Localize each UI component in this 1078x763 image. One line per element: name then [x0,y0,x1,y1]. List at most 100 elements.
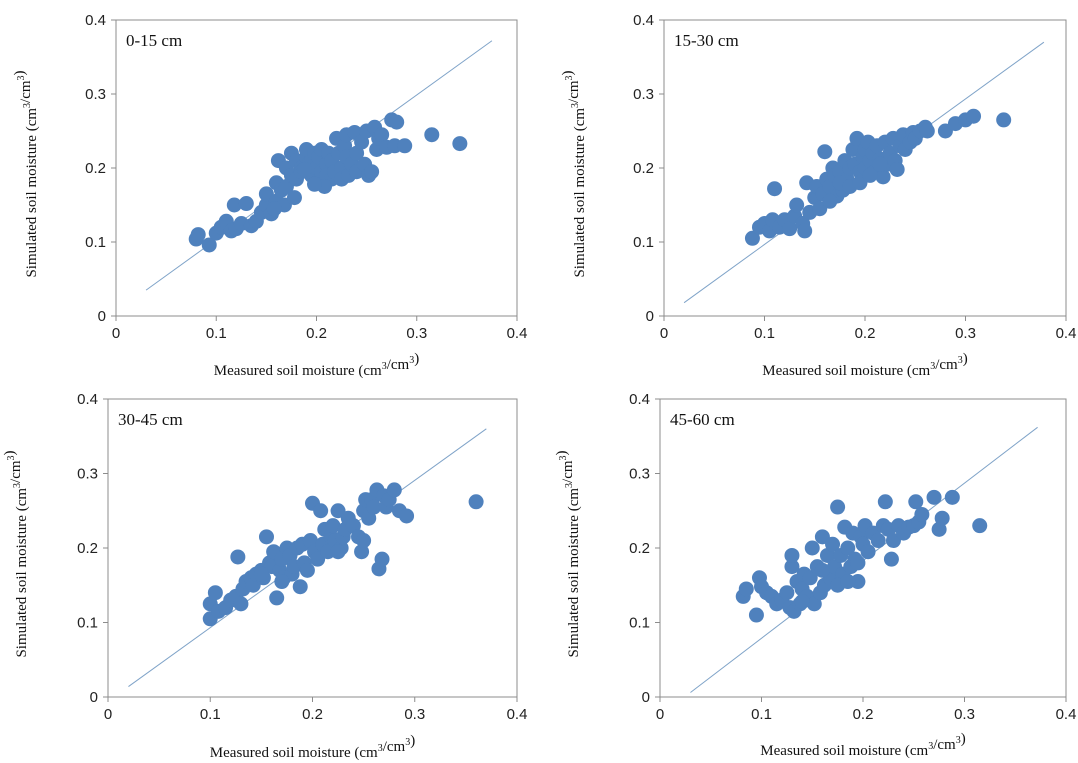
data-point [779,585,795,601]
panel-depth-label: 0-15 cm [126,31,182,50]
x-tick-label: 0.4 [507,325,528,342]
data-point [364,164,380,180]
scatter-panel-3: 0 0.1 0.2 0.3 0.4 0 0.1 0.2 0.3 0.4 30-45 cm Measur… [2,391,527,761]
y-tick-label: 0.1 [633,234,654,251]
y-tick-label: 0 [642,689,650,706]
data-point [806,596,822,612]
x-tick-label: 0.3 [406,325,427,342]
y-axis-title: Simulated soil moisture (cm3/cm3) [12,70,40,277]
panel-depth-label: 15-30 cm [674,31,739,50]
x-tick-label: 0.3 [954,706,975,723]
plot-area [107,398,518,698]
y-tick-label: 0 [646,308,654,325]
data-point [822,193,838,209]
data-point [830,499,846,515]
data-point [944,489,960,505]
data-point [361,510,377,526]
data-point [389,114,405,130]
x-tick-label: 0.4 [1056,325,1077,342]
data-point [226,197,242,213]
data-point [366,499,382,515]
data-point [819,547,835,563]
scatter-panel-4: 0 0.1 0.2 0.3 0.4 0 0.1 0.2 0.3 0.4 45-60 cm Measur… [554,391,1076,759]
data-point [862,167,878,183]
x-tick-label: 0.3 [404,706,425,723]
data-point [468,494,484,510]
data-point [875,169,891,185]
y-tick-label: 0.3 [77,466,98,483]
data-point [424,127,440,143]
data-point [934,510,950,526]
data-point [926,489,942,505]
scatter-panel-2: 0 0.1 0.2 0.3 0.4 0 0.1 0.2 0.3 0.4 15-30 cm Measur… [560,12,1076,379]
data-point [748,607,764,623]
data-point [258,529,274,545]
data-point [797,223,813,239]
data-point [872,156,888,172]
y-axis-title: Simulated soil moisture (cm3/cm3) [554,450,582,657]
x-tick-label: 0.4 [507,706,528,723]
data-point [452,136,468,152]
data-point [817,144,833,160]
data-point [306,176,322,192]
data-point [877,494,893,510]
y-tick-label: 0.4 [77,391,98,408]
data-point [207,585,223,601]
y-tick-label: 0.4 [629,391,650,408]
data-point [784,547,800,563]
data-point [269,590,285,606]
data-point [354,544,370,560]
y-tick-label: 0.2 [629,540,650,557]
y-tick-label: 0.3 [633,86,654,103]
data-point [238,196,254,212]
data-point [840,574,856,590]
x-tick-label: 0 [656,706,664,723]
y-tick-label: 0.2 [77,540,98,557]
y-tick-label: 0.1 [77,615,98,632]
x-tick-label: 0 [112,325,120,342]
data-point [860,544,876,560]
y-tick-label: 0.1 [629,615,650,632]
data-point [919,123,935,139]
data-point [337,138,353,154]
x-axis-title: Measured soil moisture (cm3/cm3) [210,733,415,761]
x-tick-label: 0.3 [955,325,976,342]
data-point [802,570,818,586]
x-tick-label: 0.4 [1056,706,1077,723]
x-axis-title: Measured soil moisture (cm3/cm3) [760,731,965,759]
y-axis-title: Simulated soil moisture (cm3/cm3) [2,450,30,657]
data-point [825,536,841,552]
data-point [850,555,866,571]
data-point [230,549,246,565]
data-point [201,237,217,253]
y-tick-label: 0.2 [633,160,654,177]
data-point [889,161,905,177]
x-axis-title: Measured soil moisture (cm3/cm3) [214,351,419,379]
data-point [356,533,372,549]
x-axis-title: Measured soil moisture (cm3/cm3) [762,351,967,379]
data-point [966,108,982,124]
data-point [738,581,754,597]
y-tick-label: 0.4 [633,12,654,29]
data-point [286,190,302,206]
data-point [399,508,415,524]
data-point [789,197,805,213]
x-tick-label: 0.1 [206,325,227,342]
y-tick-label: 0.2 [85,160,106,177]
data-point [883,551,899,567]
data-point [266,201,282,217]
x-tick-label: 0 [660,325,668,342]
data-point [794,594,810,610]
data-point [233,596,249,612]
y-axis-title: Simulated soil moisture (cm3/cm3) [560,70,588,277]
data-point [374,551,390,567]
data-point [313,503,329,519]
x-tick-label: 0.2 [302,706,323,723]
data-point [345,518,361,534]
data-point [840,540,856,556]
x-tick-label: 0.1 [751,706,772,723]
y-tick-label: 0.4 [85,12,106,29]
y-tick-label: 0 [90,689,98,706]
data-point [330,544,346,560]
